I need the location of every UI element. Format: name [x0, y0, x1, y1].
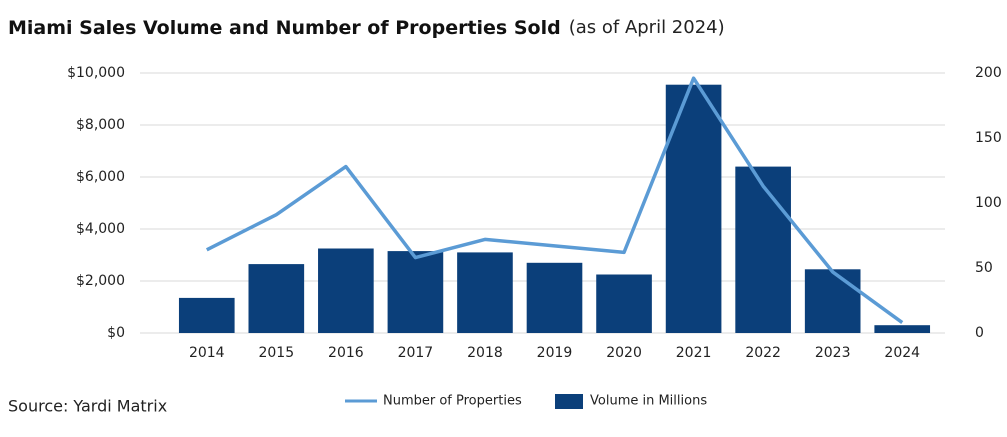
x-tick-label: 2020: [606, 345, 642, 361]
bar: [596, 274, 652, 333]
bar: [457, 252, 513, 333]
bar: [387, 251, 444, 333]
x-tick-label: 2018: [467, 345, 503, 361]
chart-title: Miami Sales Volume and Number of Propert…: [8, 17, 725, 39]
title: Miami Sales Volume and Number of Propert…: [8, 17, 561, 39]
y2-tick-label: 50: [975, 260, 993, 276]
line: [205, 76, 904, 325]
x-tick-label: 2021: [676, 345, 712, 361]
x-tick-label: 2014: [189, 345, 225, 361]
y-tick-label: $2,000: [76, 273, 125, 289]
y-tick-label: $8,000: [76, 117, 125, 133]
bar: [178, 297, 235, 333]
x-tick-label: 2024: [884, 345, 920, 361]
y2-tick-label: 200: [975, 65, 1002, 81]
legend-swatch: [555, 394, 583, 409]
bar: [874, 325, 931, 333]
bar: [526, 262, 583, 333]
legend-label: Number of Properties: [383, 394, 522, 409]
x-tick-label: 2023: [815, 345, 851, 361]
y-tick-label: $10,000: [67, 65, 125, 81]
subtitle: (as of April 2024): [569, 17, 725, 38]
x-tick-label: 2019: [537, 345, 573, 361]
y-tick-label: $0: [107, 325, 125, 341]
y2-tick-label: 0: [975, 325, 984, 341]
bar: [735, 166, 791, 333]
bar: [318, 248, 374, 333]
y2-tick-label: 150: [975, 130, 1002, 146]
y2-tick-label: 100: [975, 195, 1002, 211]
bar: [804, 269, 861, 333]
source: Source: Yardi Matrix: [8, 397, 167, 416]
bar: [665, 84, 722, 333]
y-tick-label: $6,000: [76, 169, 125, 185]
x-tick-label: 2017: [398, 345, 434, 361]
y-tick-label: $4,000: [76, 221, 125, 237]
x-tick-label: 2016: [328, 345, 364, 361]
bar: [248, 264, 305, 333]
legend-label: Volume in Millions: [590, 394, 707, 409]
x-tick-label: 2015: [258, 345, 294, 361]
x-tick-label: 2022: [745, 345, 781, 361]
